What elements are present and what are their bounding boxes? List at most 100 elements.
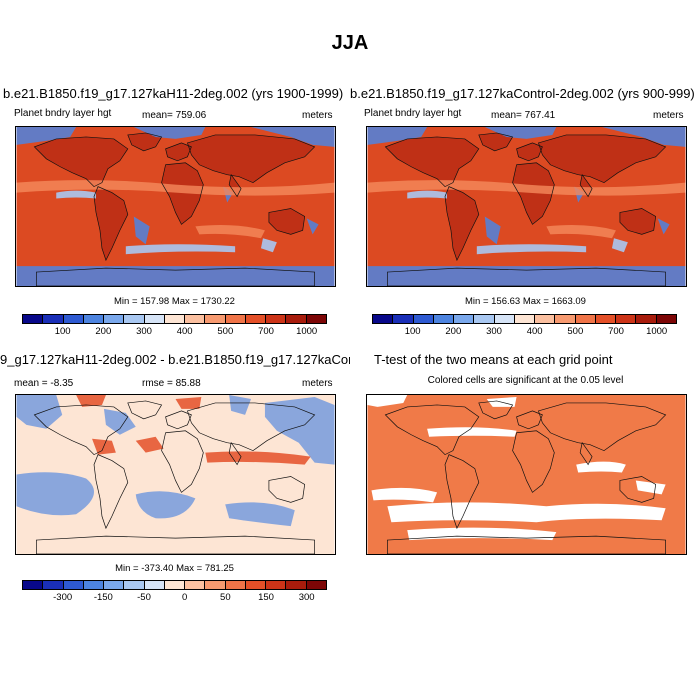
colorbar-swatch (636, 315, 657, 323)
colorbar-tick-label: 100 (404, 326, 421, 337)
coastline (33, 136, 129, 188)
field-band (367, 180, 686, 196)
colorbar-swatch (43, 315, 64, 323)
colorbar-tick-label: 200 (445, 326, 462, 337)
colorbar-boxes (22, 580, 327, 590)
colorbar-swatch (205, 315, 226, 323)
colorbar-tick-label: 700 (608, 326, 624, 337)
colorbar-labels: 100 200 300 400 500 700 1000 (372, 324, 677, 338)
coastlines-control (384, 132, 667, 286)
colorbar-tick-label: 500 (217, 326, 234, 337)
colorbar-swatch (23, 315, 44, 323)
field-land-high (127, 132, 162, 151)
colorbar-swatch (63, 315, 84, 323)
field-low-region (251, 127, 335, 147)
colorbar-swatch (104, 315, 125, 323)
coastline (268, 476, 306, 503)
colorbar-swatch (185, 315, 206, 323)
field-land-high (516, 142, 543, 161)
coastline (619, 476, 657, 503)
field-low-region (367, 127, 428, 145)
field-positive (205, 451, 311, 465)
field-land-high (34, 136, 128, 187)
colorbar-swatch (225, 581, 246, 589)
colorbar-swatch (43, 581, 64, 589)
coastline (36, 535, 315, 554)
coastline (537, 134, 667, 184)
field-negative (225, 502, 295, 527)
field-positive (175, 396, 202, 409)
coastline (478, 400, 514, 420)
panel-variable-label: Planet bndry layer hgt (14, 108, 112, 119)
coastline (165, 410, 192, 430)
colorbar-tick-label: -300 (53, 592, 73, 603)
coastline (384, 136, 480, 188)
panel-title-h11: b.e21.B1850.f19_g17.127kaH11-2deg.002 (y… (3, 86, 344, 101)
colorbar-swatch (144, 315, 165, 323)
map-difference (15, 394, 336, 555)
colorbar-tick-label: 150 (258, 592, 274, 603)
panel-mean-label: mean= 767.41 (491, 110, 556, 121)
colorbar-swatch (656, 315, 676, 323)
field-land-high (187, 134, 315, 183)
panel-mean-label: mean= 759.06 (142, 110, 207, 121)
field-land-high (165, 142, 192, 161)
field-land-high (161, 162, 204, 225)
significance-cells (367, 395, 686, 554)
colorbar-swatch (595, 315, 617, 323)
field-low-region (484, 127, 557, 139)
coastline (228, 441, 242, 466)
field-land-high (619, 208, 656, 235)
colorbar-swatch (433, 315, 455, 323)
colorbar-tick-label: -150 (93, 592, 113, 603)
panel-variable-label: Planet bndry layer hgt (364, 108, 462, 119)
field-low-region (367, 266, 686, 286)
panel-minmax: Min = 157.98 Max = 1730.22 (114, 296, 235, 307)
field-band (546, 225, 616, 239)
field-negative (103, 408, 136, 435)
colorbar-tick-label: 300 (136, 326, 152, 337)
coastline (161, 430, 204, 493)
map-ttest (366, 394, 687, 555)
coastlines-ttest (384, 400, 667, 554)
panel-rmse-label: rmse = 85.88 (142, 378, 201, 389)
field-mid-region (260, 238, 277, 253)
field-land-high (94, 186, 128, 261)
coastline (579, 441, 593, 466)
field-low-region (602, 127, 686, 147)
field-land-high (445, 186, 479, 261)
non-significant-region (635, 480, 666, 495)
colorbar-swatch (494, 315, 515, 323)
field-mid-region (56, 190, 96, 199)
field-negative (16, 472, 95, 516)
panel-units-label: meters (302, 110, 333, 121)
map-ttest-svg (367, 395, 686, 554)
colorbar-tick-label: 500 (567, 326, 584, 337)
field-significance (367, 395, 686, 554)
colorbar-swatch (535, 315, 556, 323)
colorbar-abs-left: 100 200 300 400 500 700 1000 (22, 314, 327, 338)
coastline (516, 142, 543, 162)
panel-title-control: b.e21.B1850.f19_g17.127kaControl-2deg.00… (350, 86, 695, 101)
field-positive (76, 395, 106, 407)
field-low-region (657, 218, 670, 235)
colorbar-swatch (266, 581, 287, 589)
coastline (93, 186, 129, 262)
colorbar-swatch (286, 315, 307, 323)
coastline (161, 162, 204, 225)
field-negative (229, 395, 252, 415)
panel-title-ttest: T-test of the two means at each grid poi… (374, 352, 613, 367)
colorbar-labels: 100 200 300 400 500 700 1000 (22, 324, 327, 338)
field-mid-region (407, 190, 447, 199)
field-mid-region (611, 238, 628, 253)
coastline (444, 186, 480, 262)
map-h11-pblh (15, 126, 336, 287)
coastline (186, 402, 316, 452)
colorbar-swatch (616, 315, 637, 323)
coastline (228, 173, 242, 198)
field-land-high (478, 132, 513, 151)
field-negative (135, 491, 196, 519)
coastline (537, 402, 667, 452)
coastline (579, 173, 593, 198)
colorbar-swatch (393, 315, 414, 323)
